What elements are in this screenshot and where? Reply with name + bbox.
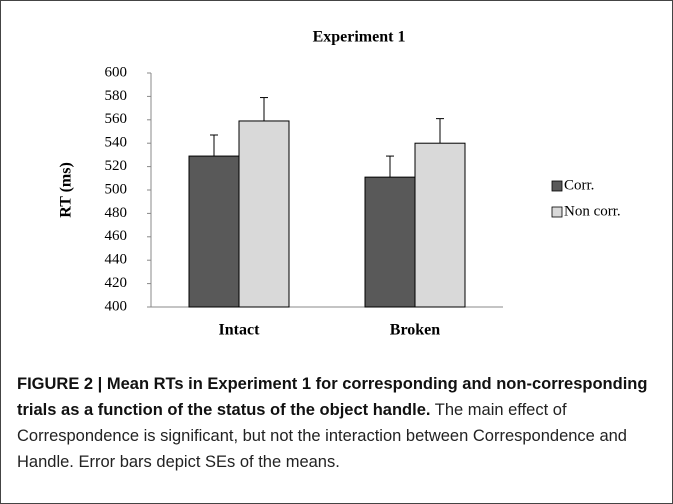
legend-swatch [551, 206, 563, 218]
bar [364, 176, 416, 308]
legend-label: Non corr. [564, 203, 621, 219]
y-tick-label: 520 [105, 158, 128, 174]
bar [414, 142, 466, 308]
y-tick-label: 440 [105, 252, 128, 268]
y-tick-label: 500 [105, 181, 128, 197]
legend-label: Corr. [564, 177, 594, 193]
y-tick-label: 460 [105, 228, 128, 244]
y-tick-label: 400 [105, 298, 128, 314]
x-tick-label: Intact [219, 322, 261, 339]
x-tick-label: Broken [390, 322, 440, 339]
chart: Experiment 1 RT (ms) 400 420 440 460 480 500 5… [58, 29, 621, 339]
caption: FIGURE 2 | Mean RTs in Experiment 1 for … [17, 371, 662, 475]
bar [188, 155, 240, 308]
y-tick-label: 420 [105, 275, 128, 291]
caption-text: The main effect of Correspondence is sig… [17, 401, 627, 471]
y-tick-label: 600 [105, 64, 128, 80]
y-tick-label: 540 [105, 135, 128, 151]
y-tick-label: 580 [105, 88, 128, 104]
bar [238, 120, 290, 308]
y-axis-label: RT (ms) [58, 162, 75, 218]
y-tick-label: 560 [105, 111, 128, 127]
caption-label: FIGURE 2 | Mean RTs in Experiment 1 for … [17, 375, 648, 419]
chart-title: Experiment 1 [313, 29, 406, 46]
y-tick-label: 480 [105, 205, 128, 221]
legend-swatch [551, 180, 563, 192]
